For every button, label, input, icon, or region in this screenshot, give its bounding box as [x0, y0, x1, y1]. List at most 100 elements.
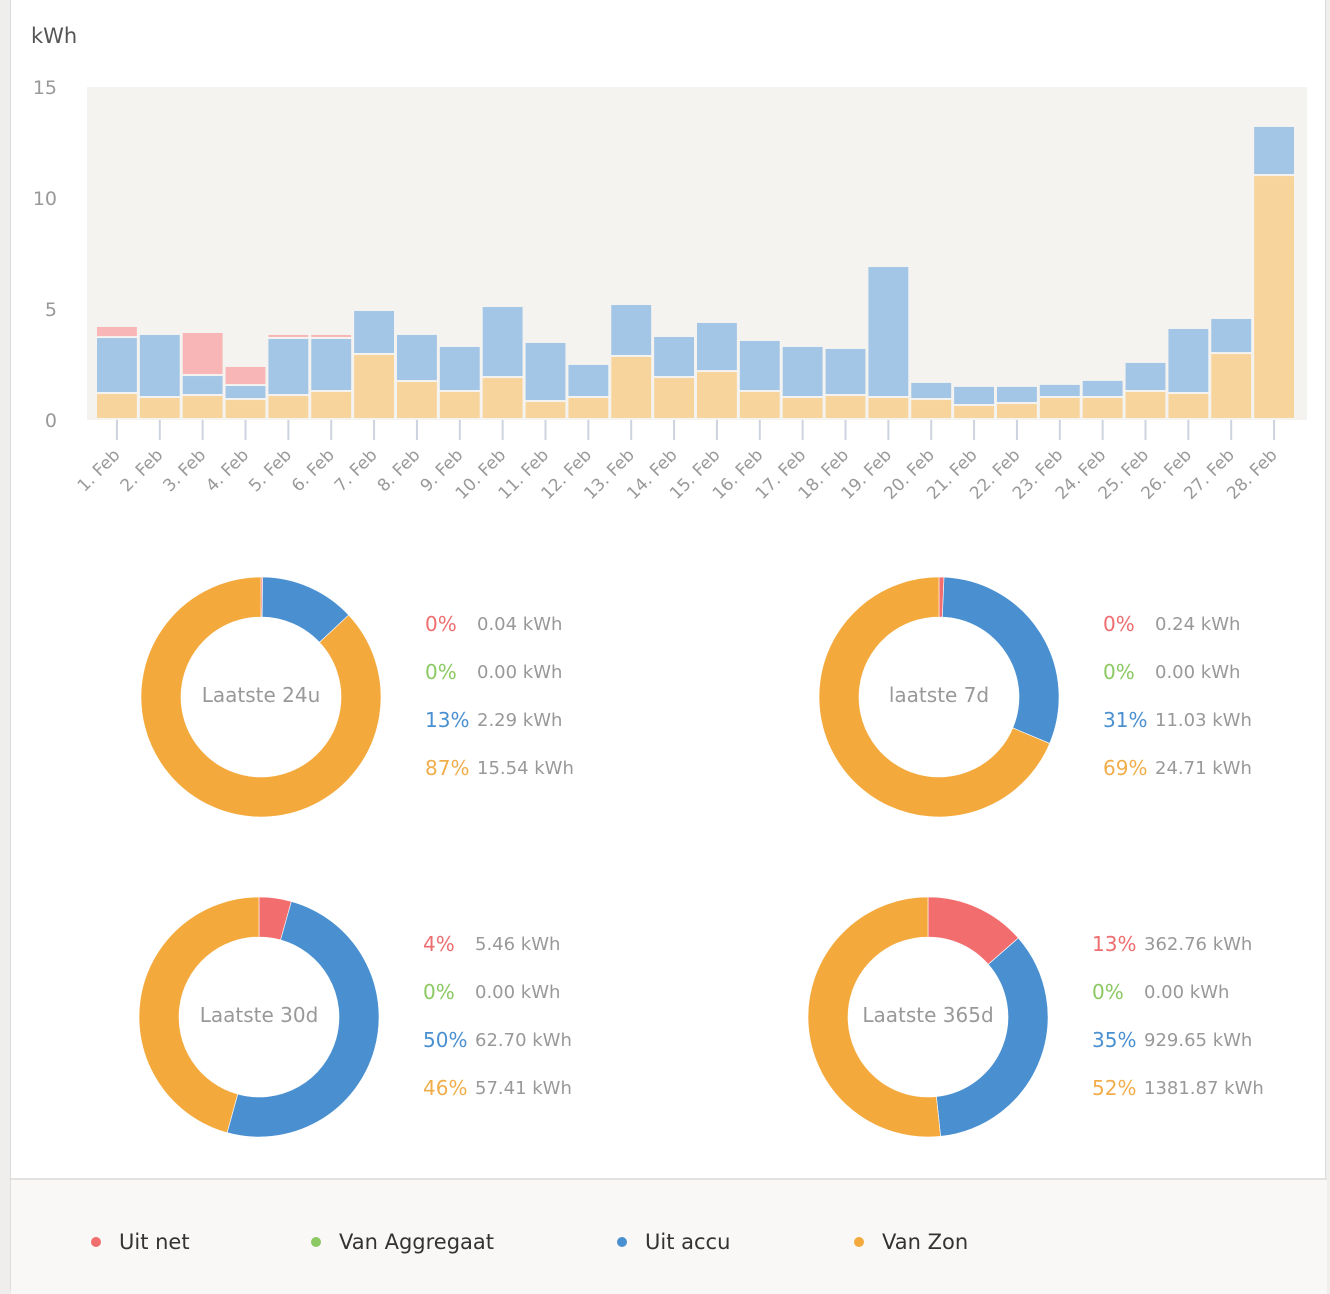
x-tick-label: 3. Feb: [159, 445, 210, 496]
y-tick-label: 5: [45, 299, 57, 321]
stat-row-uit-net: 0% 0.24 kWh: [1103, 600, 1252, 648]
legend-item-van-zon[interactable]: Van Zon: [854, 1230, 968, 1254]
donut-stats: 4% 5.46 kWh 0% 0.00 kWh 50% 62.70 kWh 46% 57.41…: [423, 920, 572, 1112]
bar-segment-uit-net: [182, 332, 223, 375]
bar-segment-uit-net: [311, 334, 352, 337]
bar-segment-uit-accu: [354, 310, 394, 353]
stat-percentage: 0%: [1103, 612, 1135, 636]
bar-segment-van-zon: [825, 396, 866, 418]
bar-segment-van-zon: [568, 398, 609, 418]
stat-percentage: 13%: [425, 708, 470, 732]
bar-segment-van-zon: [739, 392, 780, 418]
van-aggregaat-dot-icon: [311, 1237, 321, 1247]
x-tick-label: 5. Feb: [245, 445, 296, 496]
donut-center-label: Laatste 30d: [199, 1003, 319, 1027]
bar-segment-uit-accu: [739, 340, 780, 391]
y-axis-unit-label: kWh: [31, 24, 78, 48]
bar-segment-uit-accu: [182, 376, 223, 395]
bar-segment-uit-accu: [568, 364, 609, 397]
legend-item-uit-accu[interactable]: Uit accu: [617, 1230, 730, 1254]
bar-segment-van-zon: [139, 398, 180, 418]
bar-segment-van-zon: [1082, 398, 1123, 418]
energy-card: kWh 0 5 10 15 1. Feb 2. Feb 3. Feb 4. Feb 5. Feb…: [10, 0, 1327, 1294]
bar-segment-van-zon: [225, 400, 266, 418]
stat-percentage: 13%: [1092, 932, 1137, 956]
stat-kwh: 0.00 kWh: [1144, 981, 1230, 1003]
bar-segment-van-zon: [611, 356, 652, 418]
stat-row-uit-net: 4% 5.46 kWh: [423, 920, 572, 968]
bar-segment-uit-accu: [782, 346, 823, 397]
donut-slice-van-zon: [818, 576, 1051, 818]
legend-label: Van Zon: [882, 1230, 969, 1254]
y-tick-label: 0: [45, 410, 57, 432]
stat-kwh: 0.04 kWh: [477, 613, 563, 635]
x-tick-label: 1. Feb: [74, 445, 125, 496]
bar-segment-uit-accu: [97, 338, 137, 393]
x-tick-label: 7. Feb: [331, 445, 382, 496]
donut-stats: 0% 0.24 kWh 0% 0.00 kWh 31% 11.03 kWh 69% 24.71…: [1103, 600, 1252, 792]
stat-kwh: 0.00 kWh: [475, 981, 561, 1003]
stat-percentage: 69%: [1103, 756, 1148, 780]
bar-segment-uit-accu: [611, 305, 652, 355]
bar-segment-van-zon: [654, 378, 694, 418]
bar-segment-van-zon: [782, 398, 823, 418]
stat-row-uit-net: 0% 0.04 kWh: [425, 600, 574, 648]
stat-kwh: 929.65 kWh: [1144, 1029, 1253, 1051]
stat-percentage: 46%: [423, 1076, 468, 1100]
bar-segment-uit-accu: [268, 338, 309, 395]
y-tick-label: 10: [33, 188, 57, 210]
bar-segment-van-zon: [1125, 392, 1166, 418]
bar-segment-uit-accu: [1211, 318, 1252, 353]
bar-segment-uit-net: [225, 366, 266, 385]
stat-kwh: 362.76 kWh: [1144, 933, 1253, 955]
x-tick-label: 4. Feb: [202, 445, 253, 496]
stat-percentage: 0%: [423, 980, 455, 1004]
stat-row-uit-accu: 50% 62.70 kWh: [423, 1016, 572, 1064]
stat-kwh: 0.00 kWh: [477, 661, 563, 683]
stat-row-uit-accu: 13% 2.29 kWh: [425, 696, 574, 744]
bar-segment-van-zon: [1039, 398, 1080, 418]
bar-segment-uit-accu: [525, 342, 566, 401]
stat-percentage: 0%: [1103, 660, 1135, 684]
x-tick-label: 2. Feb: [117, 445, 168, 496]
donut-stats: 13% 362.76 kWh 0% 0.00 kWh 35% 929.65 kWh 52% 1…: [1092, 920, 1264, 1112]
bar-segment-van-zon: [868, 398, 909, 418]
stat-kwh: 24.71 kWh: [1155, 757, 1252, 779]
bar-segment-van-zon: [354, 354, 394, 418]
bar-segment-van-zon: [1211, 354, 1252, 418]
bar-segment-uit-accu: [139, 334, 180, 397]
bar-segment-van-zon: [1168, 394, 1209, 418]
legend-item-uit-net[interactable]: Uit net: [91, 1230, 190, 1254]
legend-item-van-aggregaat[interactable]: Van Aggregaat: [311, 1230, 494, 1254]
donut-center-label: laatste 7d: [888, 683, 990, 707]
bar-segment-van-zon: [1254, 176, 1294, 418]
stat-kwh: 11.03 kWh: [1155, 709, 1252, 731]
x-tick-label: 8. Feb: [374, 445, 425, 496]
stat-percentage: 0%: [425, 612, 457, 636]
bar-segment-uit-accu: [1039, 384, 1080, 397]
stat-row-van-aggregaat: 0% 0.00 kWh: [423, 968, 572, 1016]
bar-segment-van-zon: [97, 394, 137, 418]
bar-segment-van-zon: [697, 372, 737, 418]
bar-segment-uit-accu: [911, 382, 952, 399]
donut-center-label: Laatste 24u: [201, 683, 321, 707]
stat-kwh: 15.54 kWh: [477, 757, 574, 779]
bar-segment-uit-net: [97, 326, 137, 337]
bar-segment-van-zon: [397, 382, 437, 418]
bar-segment-van-zon: [954, 406, 994, 418]
bar-segment-van-zon: [525, 402, 566, 418]
stat-row-van-aggregaat: 0% 0.00 kWh: [1103, 648, 1252, 696]
stat-row-van-aggregaat: 0% 0.00 kWh: [425, 648, 574, 696]
bar-segment-uit-accu: [954, 386, 994, 405]
stat-percentage: 35%: [1092, 1028, 1137, 1052]
bar-segment-van-zon: [268, 396, 309, 418]
donut-chart-24u: Laatste 24u 0% 0.04 kWh 0% 0.00 kWh 13% 2.29 k…: [119, 566, 679, 826]
bar-segment-van-zon: [911, 400, 952, 418]
bar-segment-uit-accu: [1082, 380, 1123, 397]
y-tick-label: 15: [33, 77, 57, 99]
donut-center-label: Laatste 365d: [862, 1003, 994, 1027]
bar-segment-van-zon: [311, 392, 352, 418]
donut-chart-30d: Laatste 30d 4% 5.46 kWh 0% 0.00 kWh 50% 62.70 …: [117, 886, 677, 1146]
donut-slice-uit-accu: [226, 901, 380, 1138]
